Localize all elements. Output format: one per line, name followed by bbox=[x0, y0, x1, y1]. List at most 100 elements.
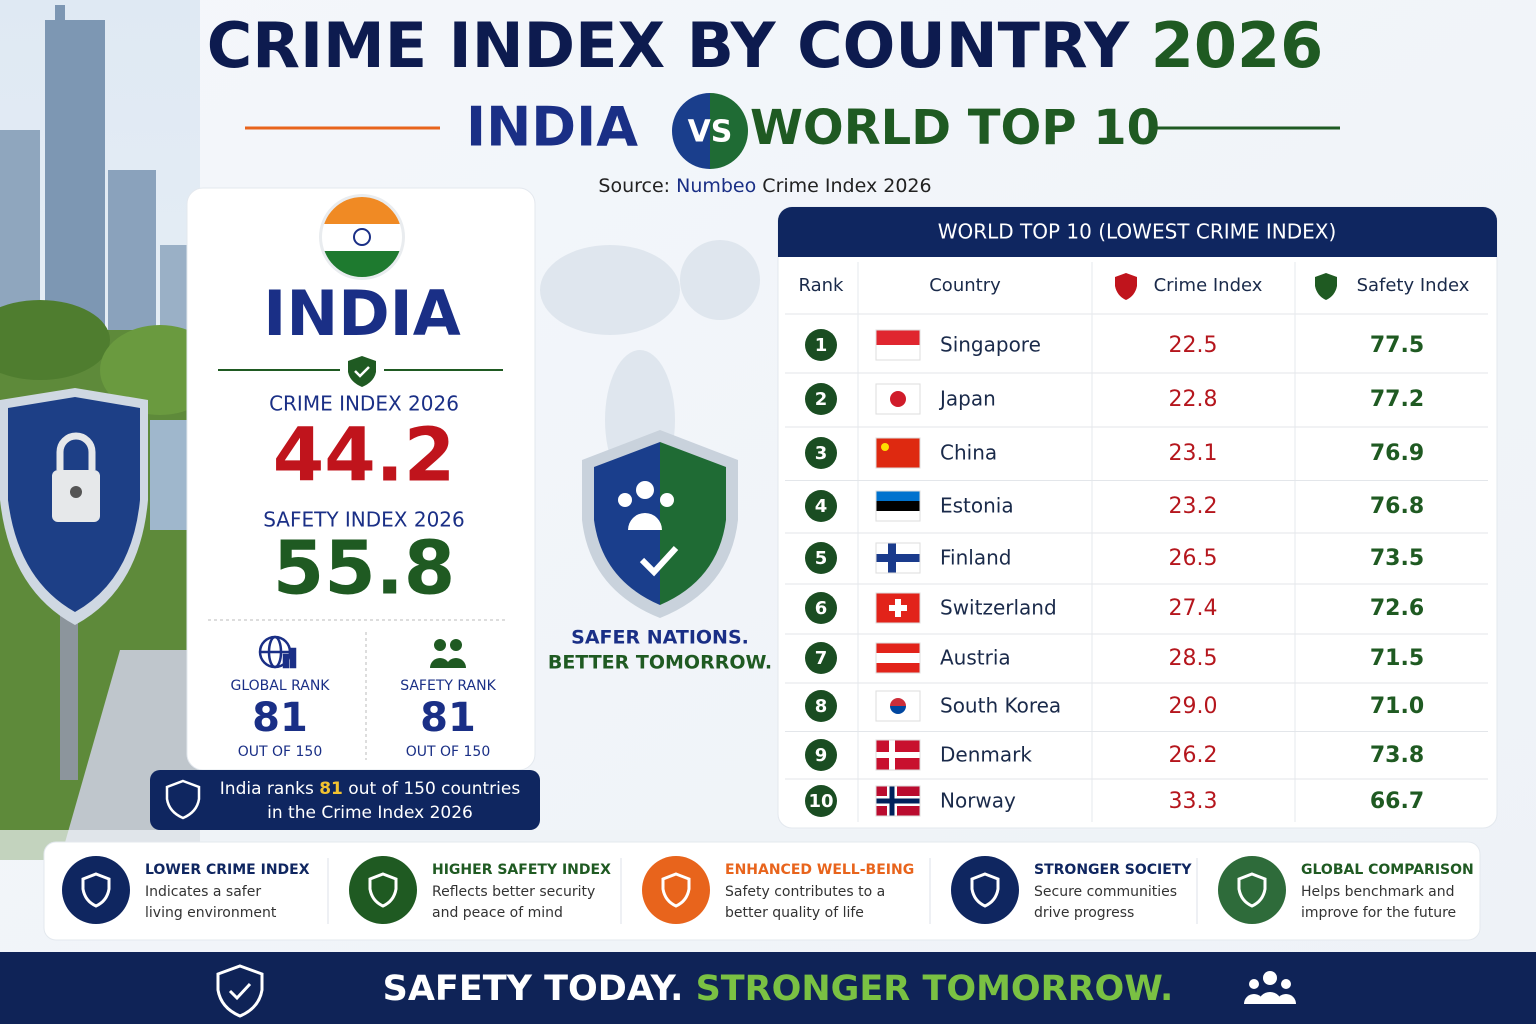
safety-index: 77.2 bbox=[1370, 387, 1424, 412]
feature-desc: Helps benchmark and bbox=[1301, 884, 1454, 900]
feature-icon-glyph bbox=[368, 872, 398, 908]
center-shield bbox=[582, 430, 738, 618]
crime-label: CRIME INDEX 2026 bbox=[269, 392, 459, 416]
safety-index: 72.6 bbox=[1370, 596, 1424, 621]
flag bbox=[875, 329, 921, 361]
flag-border bbox=[875, 383, 921, 415]
feature-desc: and peace of mind bbox=[432, 905, 563, 921]
rank-badge bbox=[805, 329, 837, 361]
check-icon bbox=[228, 982, 252, 1001]
flag-border bbox=[875, 542, 921, 574]
safety-rank-label: SAFETY RANK bbox=[400, 678, 496, 694]
rank-badge bbox=[805, 785, 837, 817]
feature-title: ENHANCED WELL-BEING bbox=[725, 862, 914, 878]
rank: 5 bbox=[815, 548, 828, 569]
banner-text: out of 150 countries bbox=[348, 779, 520, 799]
feature-icon bbox=[349, 856, 417, 924]
column-header: Crime Index bbox=[1154, 275, 1263, 296]
flag bbox=[881, 443, 889, 451]
india-name: INDIA bbox=[263, 277, 460, 350]
title: CRIME INDEX BY COUNTRY 2026 bbox=[207, 9, 1324, 82]
feature-desc: living environment bbox=[145, 905, 277, 921]
country: China bbox=[940, 441, 997, 465]
source-prefix: Source: bbox=[598, 175, 670, 197]
feature-icon-glyph bbox=[970, 872, 1000, 908]
country: Austria bbox=[940, 646, 1011, 670]
country: Finland bbox=[940, 546, 1011, 570]
feature-desc: Secure communities bbox=[1034, 884, 1177, 900]
feature-title: HIGHER SAFETY INDEX bbox=[432, 862, 611, 878]
banner-text: India ranks bbox=[220, 779, 314, 799]
flag bbox=[890, 391, 906, 407]
flag-border bbox=[875, 642, 921, 674]
feature-icon-glyph bbox=[81, 872, 111, 908]
banner-rank: 81 bbox=[319, 779, 343, 799]
flag bbox=[876, 345, 920, 360]
rank-badge bbox=[805, 739, 837, 771]
flag bbox=[875, 642, 921, 674]
shield-icon bbox=[1115, 273, 1137, 300]
feature-desc: improve for the future bbox=[1301, 905, 1456, 921]
safety-value: 55.8 bbox=[273, 526, 456, 612]
flag-border bbox=[875, 437, 921, 469]
crime-index: 28.5 bbox=[1169, 646, 1218, 671]
flag bbox=[876, 511, 920, 521]
footer bbox=[0, 952, 1536, 1024]
flag bbox=[875, 739, 921, 771]
flag bbox=[876, 438, 920, 468]
safety-index: 66.7 bbox=[1370, 789, 1424, 814]
subtitle-left: INDIA bbox=[466, 96, 638, 159]
country: Norway bbox=[940, 789, 1016, 813]
flag bbox=[876, 798, 920, 804]
feature-title: STRONGER SOCIETY bbox=[1034, 862, 1192, 878]
flag-border bbox=[875, 739, 921, 771]
safety-index: 71.5 bbox=[1370, 646, 1424, 671]
flag-border bbox=[875, 785, 921, 817]
country: Switzerland bbox=[940, 596, 1057, 620]
crime-value: 44.2 bbox=[273, 413, 456, 499]
country: Denmark bbox=[940, 743, 1032, 767]
banner-line1: India ranks 81 out of 150 countries bbox=[220, 779, 521, 799]
crime-index: 22.8 bbox=[1169, 387, 1218, 412]
country: Estonia bbox=[940, 494, 1014, 518]
subtitle-right: WORLD TOP 10 bbox=[750, 100, 1160, 156]
country: Singapore bbox=[940, 333, 1041, 357]
flag bbox=[876, 554, 920, 562]
table: Rank Country Crime Index Safety Index 1 Singa… bbox=[785, 262, 1488, 822]
safety-index: 71.0 bbox=[1370, 694, 1424, 719]
footer-left: SAFETY TODAY. bbox=[383, 969, 684, 1009]
column-header: Safety Index bbox=[1357, 275, 1470, 296]
rank: 2 bbox=[815, 389, 828, 410]
feature-icon bbox=[1218, 856, 1286, 924]
safety-index: 76.9 bbox=[1370, 441, 1424, 466]
people-icon bbox=[1244, 971, 1296, 1004]
crime-index: 23.1 bbox=[1169, 441, 1218, 466]
flag bbox=[875, 542, 921, 574]
people-icon bbox=[430, 639, 466, 668]
rank-badge bbox=[805, 642, 837, 674]
flag bbox=[875, 437, 921, 469]
feature-icon bbox=[642, 856, 710, 924]
feature-icon bbox=[62, 856, 130, 924]
features: LOWER CRIME INDEX Indicates a safer living… bbox=[43, 841, 1481, 941]
feature-desc: Reflects better security bbox=[432, 884, 595, 900]
source-name: Numbeo bbox=[676, 175, 756, 197]
crime-index: 29.0 bbox=[1169, 694, 1218, 719]
feature-desc: better quality of life bbox=[725, 905, 864, 921]
flag bbox=[875, 690, 921, 722]
rank: 9 bbox=[815, 745, 828, 766]
flag bbox=[876, 491, 920, 501]
crime-index: 22.5 bbox=[1169, 333, 1218, 358]
source: Source: Numbeo Crime Index 2026 bbox=[598, 175, 931, 197]
shield-icon bbox=[165, 779, 201, 820]
crime-index: 26.5 bbox=[1169, 546, 1218, 571]
country: Japan bbox=[938, 387, 996, 411]
flag-border bbox=[875, 490, 921, 522]
feature-desc: Safety contributes to a bbox=[725, 884, 885, 900]
feature-icon bbox=[951, 856, 1019, 924]
vs: VS bbox=[688, 115, 733, 150]
flag bbox=[876, 653, 920, 663]
rank-badge bbox=[805, 383, 837, 415]
global-rank-of: OUT OF 150 bbox=[238, 744, 323, 760]
